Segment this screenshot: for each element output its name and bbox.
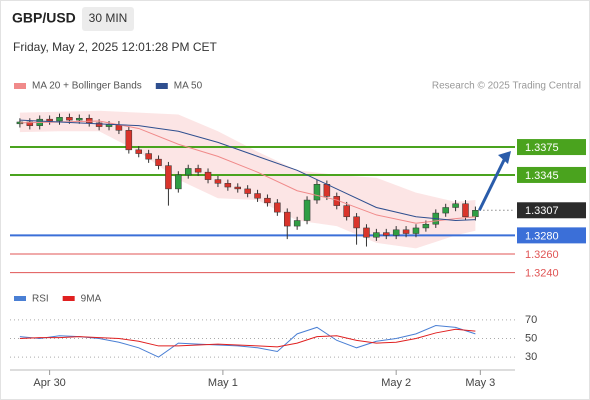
ma-line	[19, 119, 476, 222]
candle-body	[373, 232, 380, 238]
rsi-line	[19, 324, 476, 358]
candle-body	[224, 183, 232, 188]
candle-body	[234, 186, 241, 190]
candle-body	[204, 171, 212, 180]
candle-body	[264, 197, 271, 204]
y-tick-label: 70	[525, 314, 537, 326]
candle-body	[452, 203, 459, 208]
candle-body	[284, 211, 291, 227]
level-box	[517, 166, 586, 183]
candle-body	[462, 203, 469, 218]
rsi-line	[19, 328, 476, 348]
level-label: 1.3260	[525, 249, 559, 261]
candle-body	[293, 220, 301, 227]
legend-swatch	[14, 83, 26, 89]
candle-body	[412, 227, 420, 234]
candle-body	[46, 118, 53, 122]
ma-line	[19, 120, 476, 224]
x-tick-label: Apr 30	[33, 377, 65, 389]
level-box	[517, 202, 586, 219]
forecast-arrow	[478, 157, 507, 211]
level-label: 1.3307	[525, 205, 559, 217]
candle-body	[323, 183, 331, 197]
x-tick-label: May 3	[465, 377, 495, 389]
candle-body	[135, 149, 142, 154]
candle-body	[76, 117, 83, 121]
interval-chip[interactable]	[82, 7, 134, 31]
candle-body	[383, 232, 390, 236]
candle-body	[165, 165, 172, 190]
candle-body	[175, 174, 182, 190]
level-box	[517, 139, 586, 156]
credit: Research © 2025 Trading Central	[432, 81, 581, 92]
candle-body	[353, 216, 360, 229]
level-label: 1.3375	[525, 142, 559, 154]
bollinger-band	[19, 110, 476, 249]
candle-body	[85, 117, 93, 124]
interval[interactable]: 30 MIN	[89, 11, 128, 25]
candle-body	[274, 202, 281, 213]
level-label: 1.3280	[525, 230, 559, 242]
forecast-arrowhead	[498, 151, 511, 165]
candle-body	[303, 199, 311, 221]
candle-body	[313, 183, 321, 201]
candle-body	[254, 193, 261, 199]
level-label: 1.3240	[525, 267, 559, 279]
candle-body	[125, 130, 133, 151]
candle-body	[145, 153, 152, 160]
candle-body	[363, 227, 370, 238]
candle-body	[66, 117, 73, 121]
level-box	[517, 227, 586, 244]
legend-label: 9MA	[81, 294, 102, 305]
candle-body	[402, 229, 410, 234]
candle-body	[95, 122, 103, 127]
candle-body	[56, 117, 63, 122]
candle-body	[244, 188, 251, 194]
candle-body	[343, 205, 350, 218]
y-tick-label: 30	[525, 351, 537, 363]
legend-label: MA 50	[174, 81, 203, 92]
y-tick-label: 50	[525, 332, 537, 344]
candle-body	[392, 229, 400, 236]
x-tick-label: May 2	[381, 377, 411, 389]
candle-body	[26, 121, 34, 126]
candle-body	[155, 158, 162, 166]
symbol: GBP/USD	[12, 10, 76, 26]
candle-body	[422, 223, 430, 229]
legend-label: MA 20 + Bollinger Bands	[32, 81, 142, 92]
legend-swatch	[14, 296, 26, 301]
candle-body	[442, 207, 449, 214]
candle-body	[214, 179, 222, 184]
datetime: Friday, May 2, 2025 12:01:28 PM CET	[13, 40, 218, 54]
level-label: 1.3345	[525, 170, 559, 182]
legend-label: RSI	[32, 294, 49, 305]
candle-body	[105, 124, 113, 127]
candle-body	[184, 168, 192, 176]
candle-body	[194, 168, 202, 173]
x-tick-label: May 1	[208, 377, 238, 389]
legend-swatch	[62, 296, 75, 301]
legend-swatch	[155, 83, 168, 89]
candle-body	[472, 210, 479, 218]
